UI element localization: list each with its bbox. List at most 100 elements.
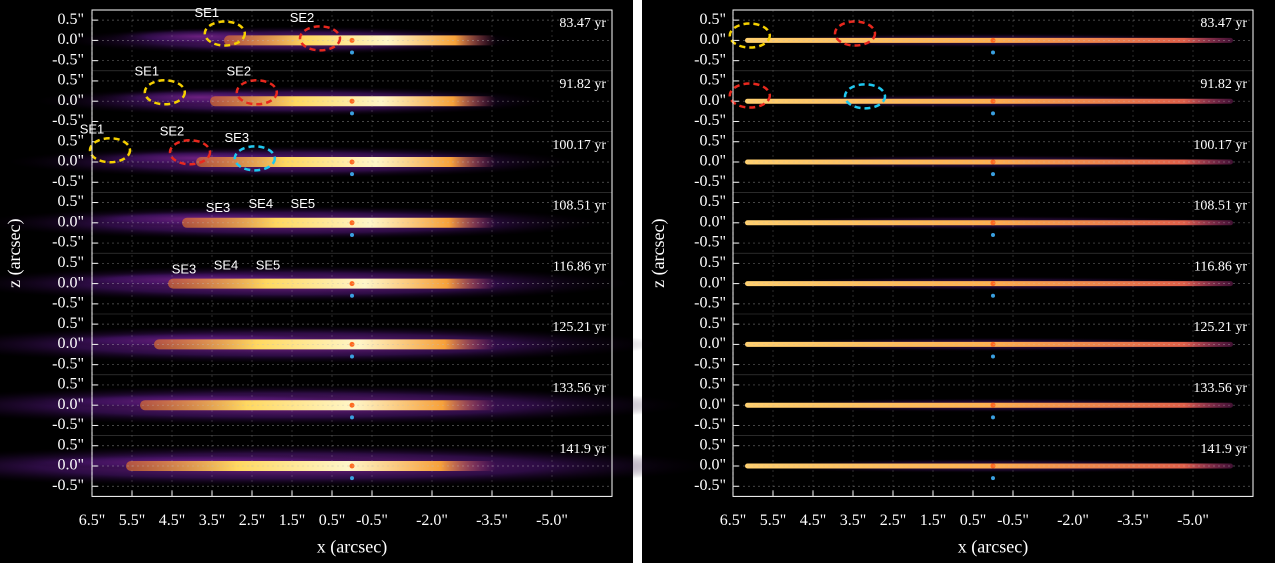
y-tick-label: -0.5" xyxy=(52,234,84,251)
time-label: 83.47 yr xyxy=(559,16,606,31)
time-label: 91.82 yr xyxy=(559,77,606,92)
x-tick-label: -5.0" xyxy=(536,512,568,529)
y-tick-label: 0.0" xyxy=(699,92,726,109)
annotation-ellipse xyxy=(728,22,772,49)
x-tick-label: -2.0" xyxy=(1057,512,1089,529)
y-tick-label: 0.5" xyxy=(57,11,84,28)
annotation-label: SE2 xyxy=(290,10,315,25)
x-axis-label: x (arcsec) xyxy=(958,537,1028,558)
y-tick-label: 0.0" xyxy=(57,92,84,109)
y-tick-label: -0.5" xyxy=(52,477,84,494)
x-tick-label: 1.5" xyxy=(920,512,947,529)
time-label: 83.47 yr xyxy=(1200,16,1247,31)
x-tick-label: 0.5" xyxy=(960,512,987,529)
time-label: 116.86 yr xyxy=(1194,259,1247,274)
y-tick-label: 0.5" xyxy=(699,376,726,393)
annotation-label: SE2 xyxy=(160,124,185,139)
y-tick-label: 0.5" xyxy=(699,11,726,28)
source-marker xyxy=(991,50,995,55)
x-tick-label: -3.5" xyxy=(476,512,508,529)
y-tick-label: 0.0" xyxy=(699,457,726,474)
x-tick-label: -0.5" xyxy=(356,512,388,529)
time-label: 125.21 yr xyxy=(1193,320,1247,335)
y-tick-label: 0.5" xyxy=(699,254,726,271)
source-marker xyxy=(991,172,995,177)
annotation-ellipse xyxy=(843,83,887,110)
y-tick-label: 0.0" xyxy=(57,213,84,230)
y-tick-label: 0.0" xyxy=(699,153,726,170)
y-tick-label: -0.5" xyxy=(694,477,726,494)
annotation-label: SE5 xyxy=(256,258,281,273)
annotation-ellipse xyxy=(298,25,342,52)
source-marker xyxy=(350,354,354,359)
source-marker xyxy=(350,50,354,55)
annotation-ellipse xyxy=(168,139,212,166)
x-axis-label: x (arcsec) xyxy=(317,537,387,558)
annotation-label: SE4 xyxy=(214,258,239,273)
annotation-ellipse xyxy=(143,79,187,106)
y-tick-label: 0.5" xyxy=(57,315,84,332)
time-label: 108.51 yr xyxy=(552,199,606,214)
source-marker xyxy=(350,232,354,237)
annotation-ellipse xyxy=(203,20,247,47)
source-marker xyxy=(991,111,995,116)
y-tick-label: 0.0" xyxy=(699,274,726,291)
x-tick-label: 3.5" xyxy=(199,512,226,529)
annotation-label: SE3 xyxy=(206,200,231,215)
annotation-label: SE4 xyxy=(249,196,274,211)
x-tick-label: 3.5" xyxy=(840,512,867,529)
y-tick-label: -0.5" xyxy=(52,416,84,433)
x-tick-label: -2.0" xyxy=(416,512,448,529)
annotation-label: SE5 xyxy=(291,196,316,211)
y-tick-label: 0.5" xyxy=(699,72,726,89)
annotation-label: SE1 xyxy=(195,5,220,20)
y-tick-label: -0.5" xyxy=(694,234,726,251)
x-tick-label: 0.5" xyxy=(319,512,346,529)
source-marker xyxy=(991,293,995,298)
time-label: 108.51 yr xyxy=(1193,199,1247,214)
time-label: 125.21 yr xyxy=(552,320,606,335)
source-marker xyxy=(991,232,995,237)
y-tick-label: -0.5" xyxy=(52,112,84,129)
y-tick-label: -0.5" xyxy=(694,112,726,129)
y-tick-label: 0.0" xyxy=(57,396,84,413)
time-label: 141.9 yr xyxy=(559,442,606,457)
x-tick-label: 4.5" xyxy=(159,512,186,529)
y-tick-label: -0.5" xyxy=(694,416,726,433)
annotation-ellipse xyxy=(233,145,277,172)
x-tick-label: 4.5" xyxy=(800,512,827,529)
x-tick-label: -0.5" xyxy=(997,512,1029,529)
x-tick-label: 1.5" xyxy=(279,512,306,529)
y-tick-label: -0.5" xyxy=(694,51,726,68)
time-label: 133.56 yr xyxy=(1193,381,1247,396)
y-tick-label: -0.5" xyxy=(694,355,726,372)
jet-core xyxy=(196,157,496,167)
x-tick-label: 2.5" xyxy=(880,512,907,529)
jet-core xyxy=(154,339,496,350)
y-tick-label: 0.5" xyxy=(699,436,726,453)
x-tick-label: 6.5" xyxy=(79,512,106,529)
y-tick-label: 0.5" xyxy=(699,315,726,332)
y-tick-label: 0.0" xyxy=(699,335,726,352)
y-tick-label: 0.0" xyxy=(57,335,84,352)
source-marker xyxy=(350,293,354,298)
source-marker xyxy=(350,476,354,481)
annotation-label: SE3 xyxy=(225,130,250,145)
plot-frame xyxy=(91,9,613,497)
y-tick-label: 0.5" xyxy=(57,132,84,149)
x-tick-label: 5.5" xyxy=(760,512,787,529)
jet-core xyxy=(224,35,496,46)
annotation-label: SE1 xyxy=(135,64,160,79)
y-tick-label: 0.5" xyxy=(57,72,84,89)
annotation-ellipse xyxy=(235,79,279,106)
time-label: 141.9 yr xyxy=(1200,442,1247,457)
time-label: 91.82 yr xyxy=(1200,77,1247,92)
y-tick-label: -0.5" xyxy=(52,295,84,312)
x-tick-label: 2.5" xyxy=(239,512,266,529)
y-tick-label: 0.0" xyxy=(57,274,84,291)
y-tick-label: 0.5" xyxy=(699,193,726,210)
annotation-label: SE3 xyxy=(172,262,197,277)
y-tick-label: 0.5" xyxy=(57,376,84,393)
y-tick-label: 0.0" xyxy=(699,31,726,48)
